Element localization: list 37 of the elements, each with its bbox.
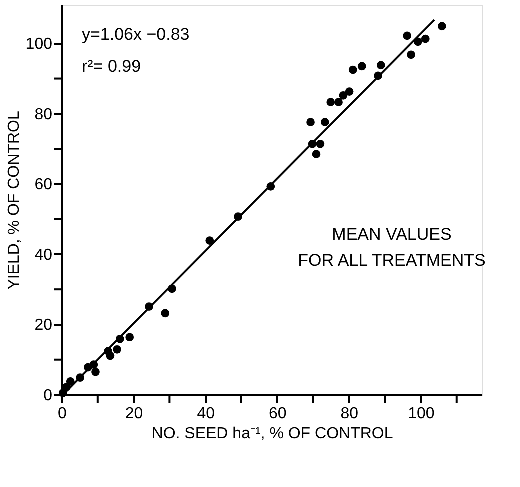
- x-tick-label: 100: [408, 406, 435, 422]
- point: [407, 50, 416, 60]
- point: [126, 333, 134, 342]
- annotation: r²= 0.99: [82, 57, 142, 76]
- y-tick-label: 80: [34, 106, 53, 124]
- point: [92, 368, 100, 376]
- point: [348, 66, 358, 74]
- point: [334, 98, 343, 106]
- point: [316, 140, 325, 148]
- point: [306, 118, 315, 127]
- x-tick-label: 0: [58, 406, 68, 422]
- point: [438, 22, 446, 31]
- point: [320, 118, 330, 127]
- point: [339, 91, 348, 100]
- point: [161, 309, 170, 318]
- y-tick-label: 40: [34, 246, 53, 264]
- point: [376, 61, 386, 70]
- point: [206, 236, 214, 245]
- y-tick-label: 0: [44, 388, 53, 404]
- y-tick-label: 20: [34, 317, 53, 334]
- y-axis-title: YIELD, % OF CONTROL: [6, 111, 23, 290]
- point: [358, 62, 366, 71]
- point: [312, 150, 321, 158]
- point: [345, 88, 354, 96]
- x-tick-label: 40: [197, 406, 216, 422]
- x-tick-label: 80: [340, 406, 359, 422]
- point: [403, 32, 412, 40]
- x-tick-label: 60: [268, 406, 287, 422]
- point: [113, 346, 122, 354]
- x-axis-title: NO. SEED ha⁻¹, % OF CONTROL: [152, 426, 394, 442]
- point: [421, 34, 430, 44]
- annotation: MEAN VALUES FOR ALL TREATMENTS: [298, 225, 486, 270]
- y-tick-label: 60: [34, 176, 53, 194]
- y-tick-label: 100: [26, 36, 53, 54]
- annotation: y=1.06x −0.83: [82, 25, 190, 44]
- point: [326, 98, 336, 106]
- x-tick-label: 20: [125, 406, 144, 422]
